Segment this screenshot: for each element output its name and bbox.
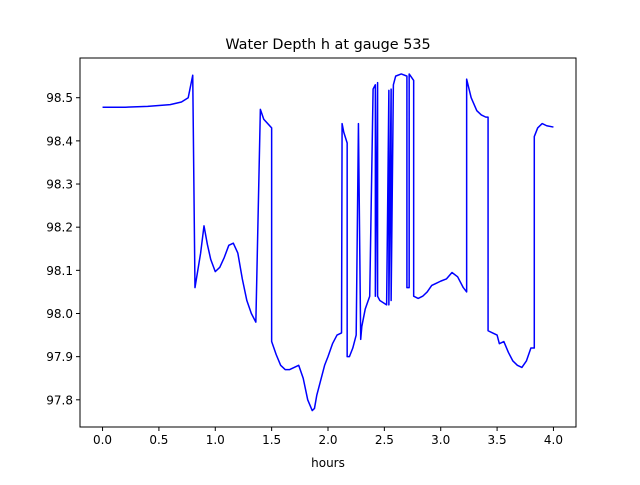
x-tick-label: 1.0 [206,433,225,447]
y-tick-label: 98.0 [46,307,73,321]
x-tick-label: 3.0 [431,433,450,447]
y-tick-label: 97.9 [46,350,73,364]
x-tick-label: 3.5 [488,433,507,447]
x-tick-label: 0.0 [93,433,112,447]
x-tick-label: 1.5 [262,433,281,447]
x-tick-label: 4.0 [544,433,563,447]
y-tick-label: 98.4 [46,134,73,148]
y-tick-label: 98.5 [46,91,73,105]
y-axis: 97.8 97.9 98.0 98.1 98.2 98.3 98.4 98.5 [46,91,80,407]
x-axis: 0.0 0.5 1.0 1.5 2.0 2.5 3.0 3.5 4.0 [93,427,563,447]
series-line-0 [102,73,554,412]
x-axis-label: hours [311,456,345,470]
y-tick-label: 98.3 [46,178,73,192]
y-tick-label: 97.8 [46,393,73,407]
x-tick-label: 2.0 [318,433,337,447]
y-tick-label: 98.2 [46,221,73,235]
x-tick-label: 2.5 [375,433,394,447]
plot-frame [79,57,577,428]
chart-title: Water Depth h at gauge 535 [225,37,430,53]
series-layer [102,73,554,412]
x-tick-label: 0.5 [149,433,168,447]
plot-area: 0.0 0.5 1.0 1.5 2.0 2.5 3.0 3.5 4.0 97.8 97.9 98.0… [46,57,577,447]
y-tick-label: 98.1 [46,264,73,278]
